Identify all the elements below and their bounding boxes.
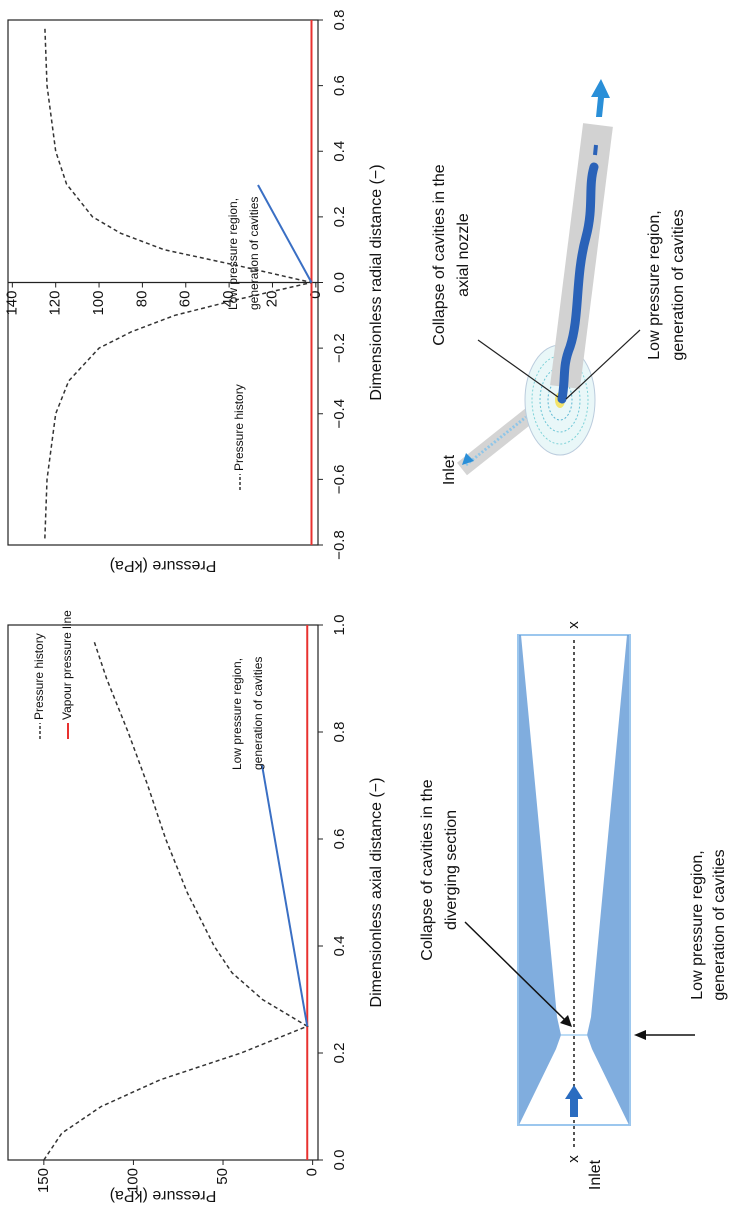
inlet-label: Inlet bbox=[587, 1159, 604, 1190]
vortex-core bbox=[593, 144, 598, 156]
annotation-label: Low pressure region, bbox=[230, 658, 244, 770]
legend-label: Pressure history bbox=[32, 633, 46, 720]
y-tick-label: 140 bbox=[3, 291, 20, 316]
legend-label: Pressure history bbox=[232, 384, 246, 471]
inlet-label: Inlet bbox=[441, 454, 458, 485]
low-pressure-label: Low pressure region, bbox=[689, 850, 706, 999]
x-tick-label: 0.2 bbox=[331, 1043, 348, 1064]
y-tick-label: 150 bbox=[35, 1168, 52, 1193]
venturi-diagram: x x Inlet Collapse of cavities in the di… bbox=[419, 621, 728, 1190]
x-tick-label: 0.8 bbox=[331, 722, 348, 743]
y-axis-label: Pressure (kPa) bbox=[110, 557, 217, 574]
axis-label: x bbox=[565, 1155, 582, 1163]
chart: −0.8−0.6−0.4−0.20.00.20.40.60.8020406080… bbox=[3, 10, 385, 574]
annotation-label: generation of cavities bbox=[247, 197, 261, 310]
x-tick-label: −0.2 bbox=[331, 333, 348, 363]
x-tick-label: 0.6 bbox=[331, 829, 348, 850]
collapse-label: diverging section bbox=[443, 810, 460, 930]
annotation-label: generation of cavities bbox=[251, 657, 265, 770]
x-tick-label: 0.4 bbox=[331, 936, 348, 957]
x-tick-label: 0.0 bbox=[331, 272, 348, 293]
y-tick-label: 100 bbox=[90, 291, 107, 316]
annotation-line bbox=[261, 764, 309, 1027]
y-axis-label: Pressure (kPa) bbox=[110, 1187, 217, 1204]
inlet-arrow bbox=[565, 1085, 583, 1117]
legend-label: Vapour pressure line bbox=[60, 610, 74, 720]
x-tick-label: 0.0 bbox=[331, 1150, 348, 1171]
x-tick-label: −0.8 bbox=[331, 530, 348, 560]
pressure-line bbox=[43, 640, 309, 1161]
venturi-outline bbox=[517, 634, 631, 1126]
venturi-wall bbox=[587, 635, 629, 1125]
low-pressure-label: generation of cavities bbox=[670, 209, 687, 360]
y-tick-label: 20 bbox=[263, 291, 280, 308]
low-pressure-label: Low pressure region, bbox=[646, 210, 663, 359]
annotation-line bbox=[257, 184, 313, 283]
y-tick-label: 0 bbox=[304, 1168, 321, 1176]
annotation-label: Low pressure region, bbox=[226, 198, 240, 310]
inlet-flow bbox=[465, 415, 527, 467]
outlet-arrow bbox=[591, 79, 610, 117]
x-tick-label: −0.6 bbox=[331, 465, 348, 495]
x-tick-label: 0.6 bbox=[331, 75, 348, 96]
axis-label: x bbox=[565, 621, 582, 629]
y-tick-label: 60 bbox=[177, 291, 194, 308]
collapse-label: Collapse of cavities in the bbox=[431, 164, 448, 346]
arrow-head bbox=[634, 1030, 646, 1040]
pointer-line bbox=[477, 339, 559, 398]
y-tick-label: 0 bbox=[307, 291, 324, 299]
y-tick-label: 100 bbox=[124, 1168, 141, 1193]
x-axis-label: Dimensionless radial distance (−) bbox=[368, 164, 385, 400]
inlet-arrow bbox=[462, 453, 474, 465]
venturi-wall bbox=[519, 635, 561, 1125]
low-pressure-label: generation of cavities bbox=[711, 849, 728, 1000]
x-tick-label: −0.4 bbox=[331, 399, 348, 429]
collapse-label: axial nozzle bbox=[455, 213, 472, 297]
y-tick-label: 80 bbox=[133, 291, 150, 308]
pointer-line bbox=[565, 329, 641, 400]
x-tick-label: 0.4 bbox=[331, 141, 348, 162]
chart: 0.0 0.2 0.4 0.6 0.8 1.0 0 50 100 150 Dimensionless… bbox=[7, 610, 385, 1204]
pointer-line bbox=[464, 921, 567, 1022]
vortex-core bbox=[557, 162, 599, 404]
arrow-head bbox=[560, 1015, 572, 1027]
y-tick-label: 120 bbox=[47, 291, 64, 316]
x-axis-label: Dimensionless axial distance (−) bbox=[368, 778, 385, 1008]
collapse-label: Collapse of cavities in the bbox=[419, 779, 436, 961]
x-tick-label: 0.8 bbox=[331, 10, 348, 31]
y-tick-label: 50 bbox=[214, 1168, 231, 1185]
vortex-diagram: Inlet Collapse of cavities in the axial … bbox=[431, 79, 687, 485]
x-tick-label: 1.0 bbox=[331, 615, 348, 636]
figure-content: x x Inlet Collapse of cavities in the di… bbox=[3, 10, 728, 1204]
x-tick-label: 0.2 bbox=[331, 206, 348, 227]
plot-frame bbox=[7, 624, 319, 1161]
